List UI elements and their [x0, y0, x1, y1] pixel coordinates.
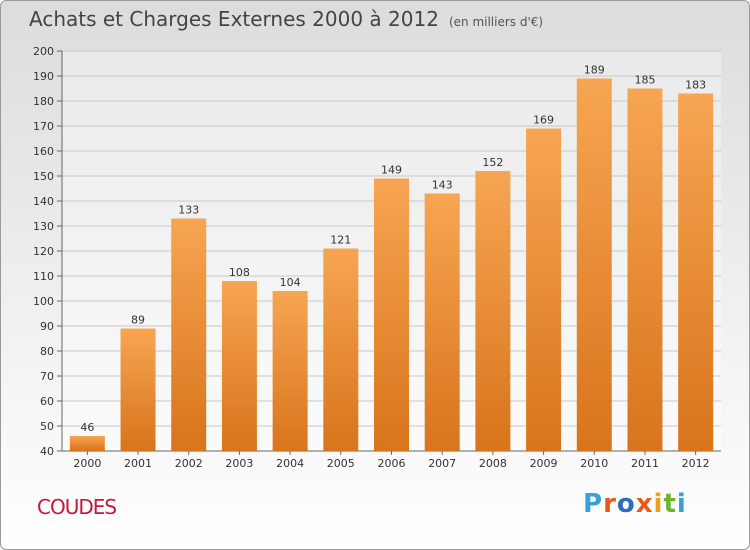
x-tick-label: 2005	[327, 457, 355, 470]
chart-title: Achats et Charges Externes 2000 à 2012	[29, 7, 439, 31]
bar	[678, 93, 714, 451]
chart-title-row: Achats et Charges Externes 2000 à 2012 (e…	[29, 7, 543, 31]
bar-value-label: 143	[432, 179, 453, 192]
bar	[576, 78, 612, 451]
bar	[171, 218, 207, 451]
y-tick-label: 190	[33, 70, 54, 83]
logo-letter: t	[663, 489, 677, 519]
x-tick-label: 2012	[682, 457, 710, 470]
y-tick-label: 120	[33, 245, 54, 258]
bar	[221, 281, 257, 451]
x-tick-label: 2002	[175, 457, 203, 470]
bar	[526, 128, 562, 451]
x-tick-label: 2011	[631, 457, 659, 470]
y-tick-label: 170	[33, 120, 54, 133]
x-tick-label: 2009	[530, 457, 558, 470]
y-tick-label: 50	[40, 420, 54, 433]
y-tick-label: 160	[33, 145, 54, 158]
y-tick-label: 40	[40, 445, 54, 458]
bar-value-label: 189	[584, 64, 605, 77]
bar	[627, 88, 663, 451]
commune-name: COUDES	[37, 495, 117, 519]
y-tick-label: 60	[40, 395, 54, 408]
y-tick-label: 140	[33, 195, 54, 208]
bar	[374, 178, 409, 451]
x-tick-label: 2006	[378, 457, 406, 470]
x-tick-label: 2008	[479, 457, 507, 470]
y-tick-label: 150	[33, 170, 54, 183]
x-tick-label: 2000	[73, 457, 101, 470]
bar-value-label: 185	[634, 74, 655, 87]
logo-letter: o	[616, 489, 636, 519]
x-tick-label: 2001	[124, 457, 152, 470]
bar	[323, 248, 359, 451]
logo-letter: x	[635, 489, 654, 519]
chart-subtitle: (en milliers d'€)	[448, 15, 544, 29]
logo-letter: i	[653, 489, 664, 519]
bar	[475, 171, 511, 451]
y-tick-label: 70	[40, 370, 54, 383]
bar	[424, 193, 460, 451]
bar-value-label: 104	[280, 276, 301, 289]
y-tick-label: 130	[33, 220, 54, 233]
bar-value-label: 169	[533, 114, 554, 127]
logo-letter: P	[583, 489, 604, 519]
y-tick-label: 110	[33, 270, 54, 283]
y-tick-label: 80	[40, 345, 54, 358]
bar-value-label: 152	[482, 156, 503, 169]
proxiti-logo: Proxiti	[583, 489, 687, 519]
bar-value-label: 149	[381, 164, 402, 177]
x-tick-label: 2010	[580, 457, 608, 470]
bar	[120, 328, 156, 451]
bar-value-label: 183	[685, 79, 706, 92]
x-tick-label: 2007	[428, 457, 456, 470]
bar-value-label: 46	[80, 421, 94, 434]
logo-letter: r	[603, 489, 617, 519]
bar-value-label: 121	[330, 234, 351, 247]
y-tick-label: 90	[40, 320, 54, 333]
bar	[272, 291, 308, 451]
bar-value-label: 89	[131, 314, 145, 327]
y-tick-label: 180	[33, 95, 54, 108]
y-tick-label: 200	[33, 45, 54, 58]
bar-value-label: 108	[229, 266, 250, 279]
bar-value-label: 133	[178, 204, 199, 217]
x-tick-label: 2004	[276, 457, 304, 470]
bar	[69, 436, 105, 451]
y-tick-label: 100	[33, 295, 54, 308]
logo-letter: i	[676, 489, 687, 519]
x-tick-label: 2003	[225, 457, 253, 470]
